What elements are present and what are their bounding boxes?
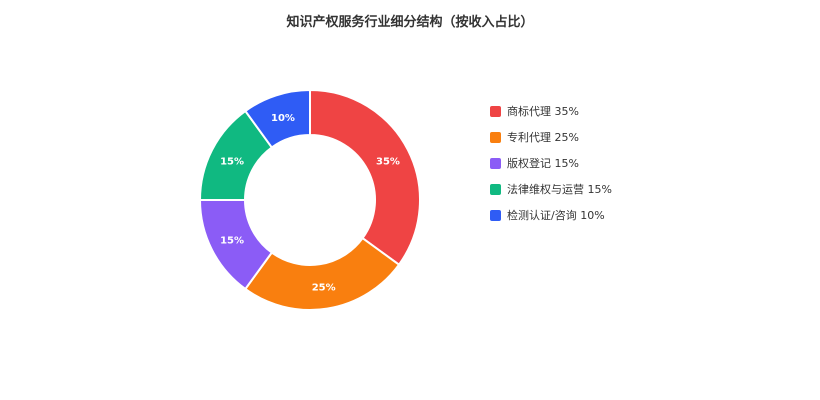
legend-swatch [490, 157, 501, 169]
slice-value-label-2: 15% [220, 236, 244, 247]
legend-item-1[interactable]: 专利代理 25% [490, 124, 612, 150]
chart-legend: 商标代理 35% 专利代理 25% 版权登记 15% 法律维权与运营 15% 检测认证/… [490, 98, 612, 228]
legend-label: 版权登记 15% [507, 157, 579, 170]
legend-label: 法律维权与运营 15% [507, 183, 612, 196]
slice-value-label-1: 25% [312, 282, 336, 293]
slice-value-label-0: 35% [376, 156, 400, 167]
legend-swatch [490, 209, 501, 221]
legend-item-3[interactable]: 法律维权与运营 15% [490, 176, 612, 202]
chart-title: 知识产权服务行业细分结构（按收入占比） [286, 15, 534, 30]
legend-item-2[interactable]: 版权登记 15% [490, 150, 612, 176]
slice-value-label-3: 15% [220, 156, 244, 167]
legend-label: 专利代理 25% [507, 131, 579, 144]
donut-slice-4[interactable] [243, 88, 311, 149]
legend-swatch [490, 183, 501, 195]
donut-slice-0[interactable] [309, 88, 421, 267]
legend-label: 检测认证/咨询 10% [507, 209, 605, 222]
legend-item-0[interactable]: 商标代理 35% [490, 98, 612, 124]
legend-swatch [490, 105, 501, 117]
slice-value-label-4: 10% [271, 113, 295, 124]
legend-item-4[interactable]: 检测认证/咨询 10% [490, 202, 612, 228]
legend-swatch [490, 131, 501, 143]
legend-label: 商标代理 35% [507, 105, 579, 118]
